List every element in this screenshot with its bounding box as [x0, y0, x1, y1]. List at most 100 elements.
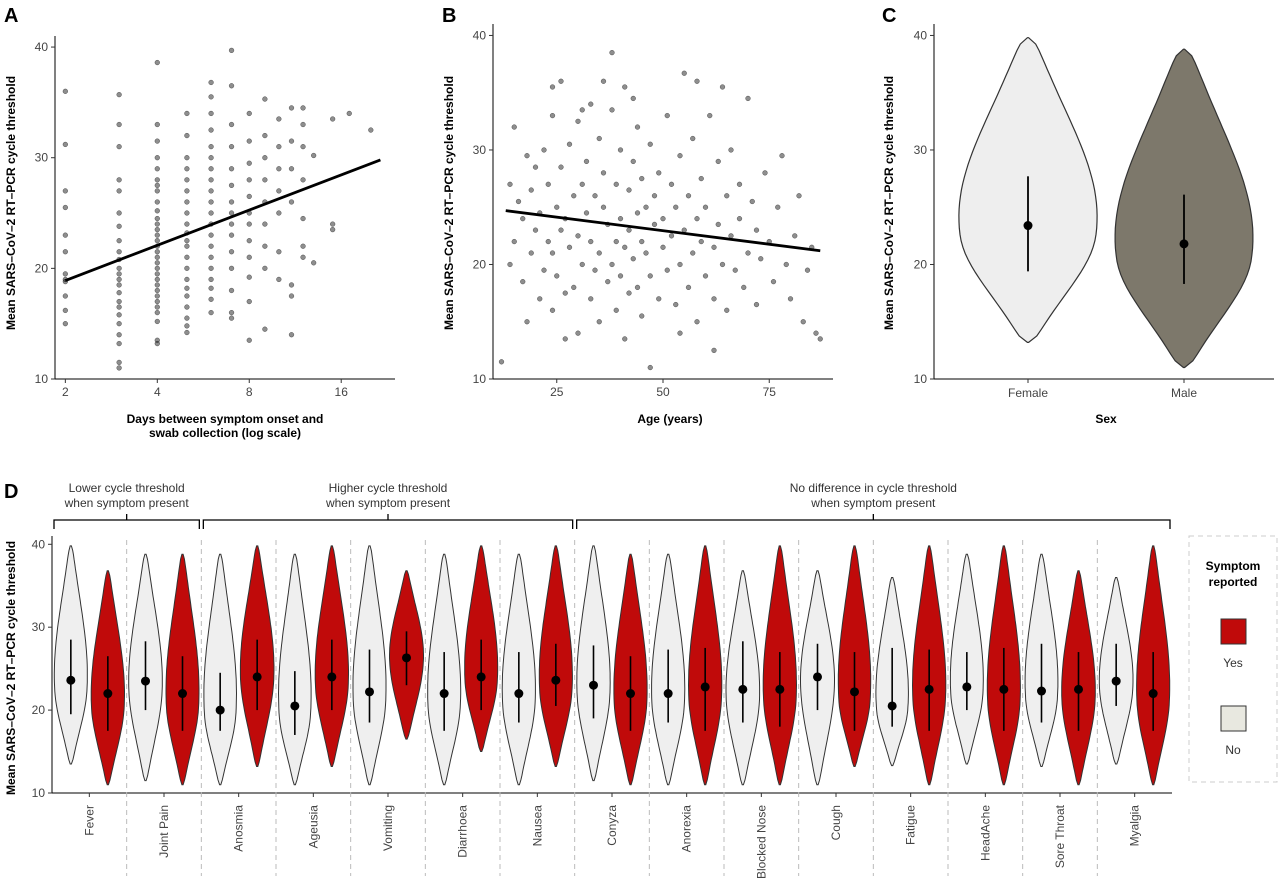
data-point	[524, 319, 530, 325]
data-point	[549, 84, 556, 90]
y-tick-label: 20	[32, 703, 46, 717]
y-tick-label: 40	[473, 28, 487, 42]
x-tick-label: 4	[154, 385, 161, 399]
data-point	[208, 127, 214, 133]
data-point	[208, 79, 214, 86]
data-point	[208, 155, 214, 161]
mean-point	[700, 682, 710, 692]
group-bracket	[53, 514, 200, 529]
data-point	[154, 282, 160, 288]
data-point	[639, 313, 645, 319]
group-label-line-1: Higher cycle threshold	[329, 481, 448, 495]
mean-point	[999, 684, 1009, 694]
data-point	[626, 187, 632, 193]
data-point	[262, 155, 268, 161]
mean-point	[476, 672, 486, 682]
data-point	[711, 244, 717, 250]
data-point	[62, 321, 68, 327]
data-point	[62, 204, 68, 211]
data-point	[288, 199, 295, 205]
data-point	[520, 216, 526, 222]
data-point	[562, 290, 568, 296]
data-point	[549, 307, 556, 313]
y-tick-label: 30	[473, 143, 487, 157]
data-point	[617, 147, 624, 153]
data-point	[228, 287, 235, 294]
data-point	[228, 249, 235, 255]
data-point	[154, 276, 160, 283]
data-point	[715, 221, 721, 228]
y-tick-label: 40	[914, 28, 928, 42]
data-point	[300, 121, 306, 128]
data-point	[549, 112, 556, 119]
x-tick-label: Blocked Nose	[754, 805, 768, 879]
data-point	[741, 284, 747, 291]
data-point	[537, 296, 543, 302]
data-point	[677, 153, 683, 159]
x-tick-label: Conyza	[605, 805, 619, 846]
x-tick-label: Cough	[829, 805, 843, 840]
mean-point	[738, 684, 748, 694]
x-tick-label: 2	[62, 385, 69, 399]
data-point	[228, 47, 235, 54]
data-point	[639, 175, 645, 182]
data-point	[116, 312, 122, 318]
violin-no	[277, 553, 312, 786]
mean-point	[66, 675, 76, 685]
mean-point	[813, 672, 822, 682]
x-tick-label: 50	[656, 385, 670, 399]
legend-key-yes	[1220, 618, 1247, 645]
y-tick-label: 20	[473, 257, 487, 271]
data-point	[783, 261, 789, 268]
data-point	[554, 204, 560, 210]
data-point	[622, 244, 628, 250]
data-point	[634, 210, 641, 216]
data-point	[613, 307, 619, 313]
data-point	[707, 112, 713, 119]
x-tick-label: Diarrhoea	[456, 805, 470, 858]
data-point	[154, 232, 160, 238]
data-point	[184, 238, 190, 244]
data-point	[745, 95, 751, 102]
data-point	[184, 265, 190, 272]
data-point	[62, 188, 68, 194]
data-point	[507, 261, 513, 268]
group-label-line-1: Lower cycle threshold	[69, 481, 185, 495]
panel-d: D 10 20 30 40 Mean SARS–CoV–2 RT–PCR cycle th…	[4, 481, 1278, 879]
data-point	[276, 166, 282, 172]
panel-letter: B	[442, 5, 456, 27]
data-point	[154, 155, 160, 161]
data-point	[329, 226, 336, 233]
legend-label-yes: Yes	[1223, 656, 1243, 670]
data-point	[276, 276, 282, 283]
data-point	[184, 293, 190, 299]
mean-point	[514, 689, 524, 699]
data-point	[116, 298, 122, 305]
data-point	[184, 221, 190, 227]
data-point	[184, 177, 190, 183]
data-point	[262, 326, 268, 332]
data-point	[753, 227, 760, 233]
data-point	[609, 261, 615, 268]
data-point	[228, 121, 235, 128]
data-point	[276, 210, 282, 216]
data-point	[116, 143, 122, 150]
data-point	[681, 70, 687, 76]
data-point	[246, 298, 252, 305]
data-point	[711, 347, 717, 354]
group-label-line-2: when symptom present	[325, 496, 451, 510]
data-point	[116, 282, 122, 288]
data-point	[116, 121, 122, 128]
data-point	[775, 204, 781, 210]
data-point	[154, 287, 160, 294]
data-point	[702, 204, 709, 210]
data-point	[571, 193, 577, 199]
data-point	[579, 181, 585, 187]
x-tick-label: Sore Throat	[1053, 804, 1067, 868]
data-point	[630, 256, 636, 262]
x-tick-label: Vomiting	[381, 805, 395, 851]
y-axis-title: Mean SARS–CoV–2 RT–PCR cycle threshold	[4, 76, 18, 330]
x-tick-label: Myalgia	[1128, 805, 1142, 847]
data-point	[588, 238, 594, 245]
data-point	[184, 166, 190, 172]
